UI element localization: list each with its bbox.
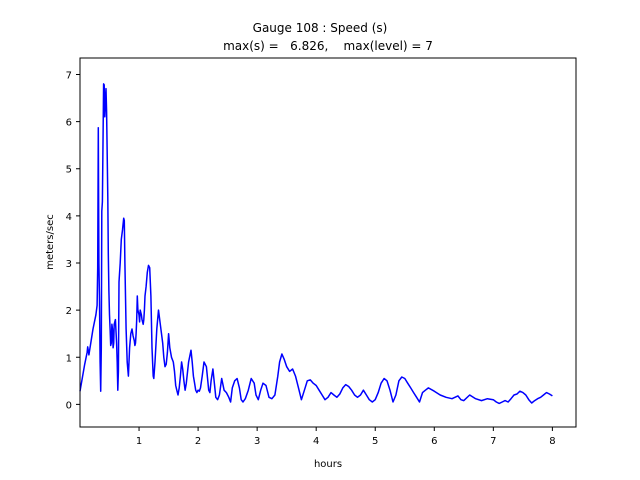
x-tick-label: 5	[372, 436, 378, 447]
y-tick-label: 2	[66, 306, 72, 317]
x-tick-label: 6	[431, 436, 437, 447]
series-line-speed	[79, 83, 553, 405]
chart-title-line1: Gauge 108 : Speed (s)	[253, 21, 388, 35]
y-axis-ticks: 0 1 2 3 4 5 6 7	[66, 70, 80, 411]
x-tick-label: 7	[490, 436, 496, 447]
x-axis-ticks: 1 2 3 4 5 6 7 8	[136, 427, 556, 447]
x-axis-label: hours	[314, 459, 342, 470]
x-tick-label: 3	[254, 436, 260, 447]
x-tick-label: 1	[136, 436, 142, 447]
y-tick-label: 0	[66, 400, 72, 411]
y-tick-label: 7	[66, 70, 72, 81]
y-tick-label: 1	[66, 353, 72, 364]
x-tick-label: 2	[195, 436, 201, 447]
y-tick-label: 3	[66, 259, 72, 270]
x-tick-label: 4	[313, 436, 319, 447]
y-tick-label: 6	[66, 118, 72, 129]
y-tick-label: 5	[66, 165, 72, 176]
plot-area	[79, 83, 553, 405]
chart-title-line2: max(s) = 6.826, max(level) = 7	[223, 39, 433, 53]
x-tick-label: 8	[549, 436, 555, 447]
y-axis-label: meters/sec	[45, 214, 56, 270]
y-tick-label: 4	[66, 212, 72, 223]
axes-frame	[79, 57, 577, 428]
